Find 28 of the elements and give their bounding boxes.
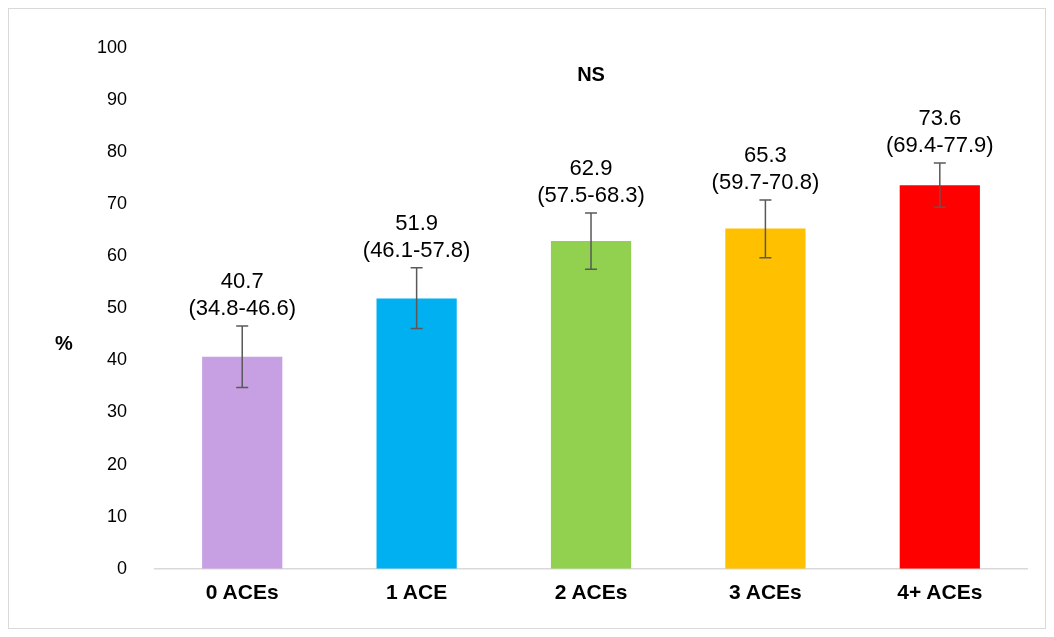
y-tick-label: 90 [107,88,128,109]
x-tick-label: 0 ACEs [205,580,279,604]
y-tick-label: 50 [107,297,128,318]
y-axis-title: % [55,331,74,354]
y-tick-label: 70 [107,193,128,214]
x-tick-label: 2 ACEs [554,580,628,604]
x-tick-label: 4+ ACEs [897,580,983,604]
text: NS [577,63,605,86]
data-label: 51.9 (46.1-57.8) [362,209,471,262]
data-label: 62.9 (57.5-68.3) [537,155,645,208]
x-tick-label: 1 ACE [386,580,448,604]
y-tick-label: 20 [107,453,128,474]
y-tick-label: 100 [96,36,128,57]
x-tick-label: 3 ACEs [729,580,802,604]
y-tick-label: 40 [107,349,128,370]
y-tick-label: 80 [107,140,128,161]
data-label: 73.6 (69.4-77.9) [885,105,994,157]
y-tick-label: 10 [107,505,128,526]
data-label: 40.7 (34.8-46.6) [188,268,297,321]
y-tick-label: 60 [107,245,128,266]
y-tick-label: 0 [117,557,128,578]
bar [202,356,283,569]
bar [899,185,980,569]
y-tick-label: 30 [107,401,128,422]
bar [550,241,632,569]
data-label: 65.3 (59.7-70.8) [711,141,820,194]
bar [376,298,457,569]
bar [725,228,806,569]
